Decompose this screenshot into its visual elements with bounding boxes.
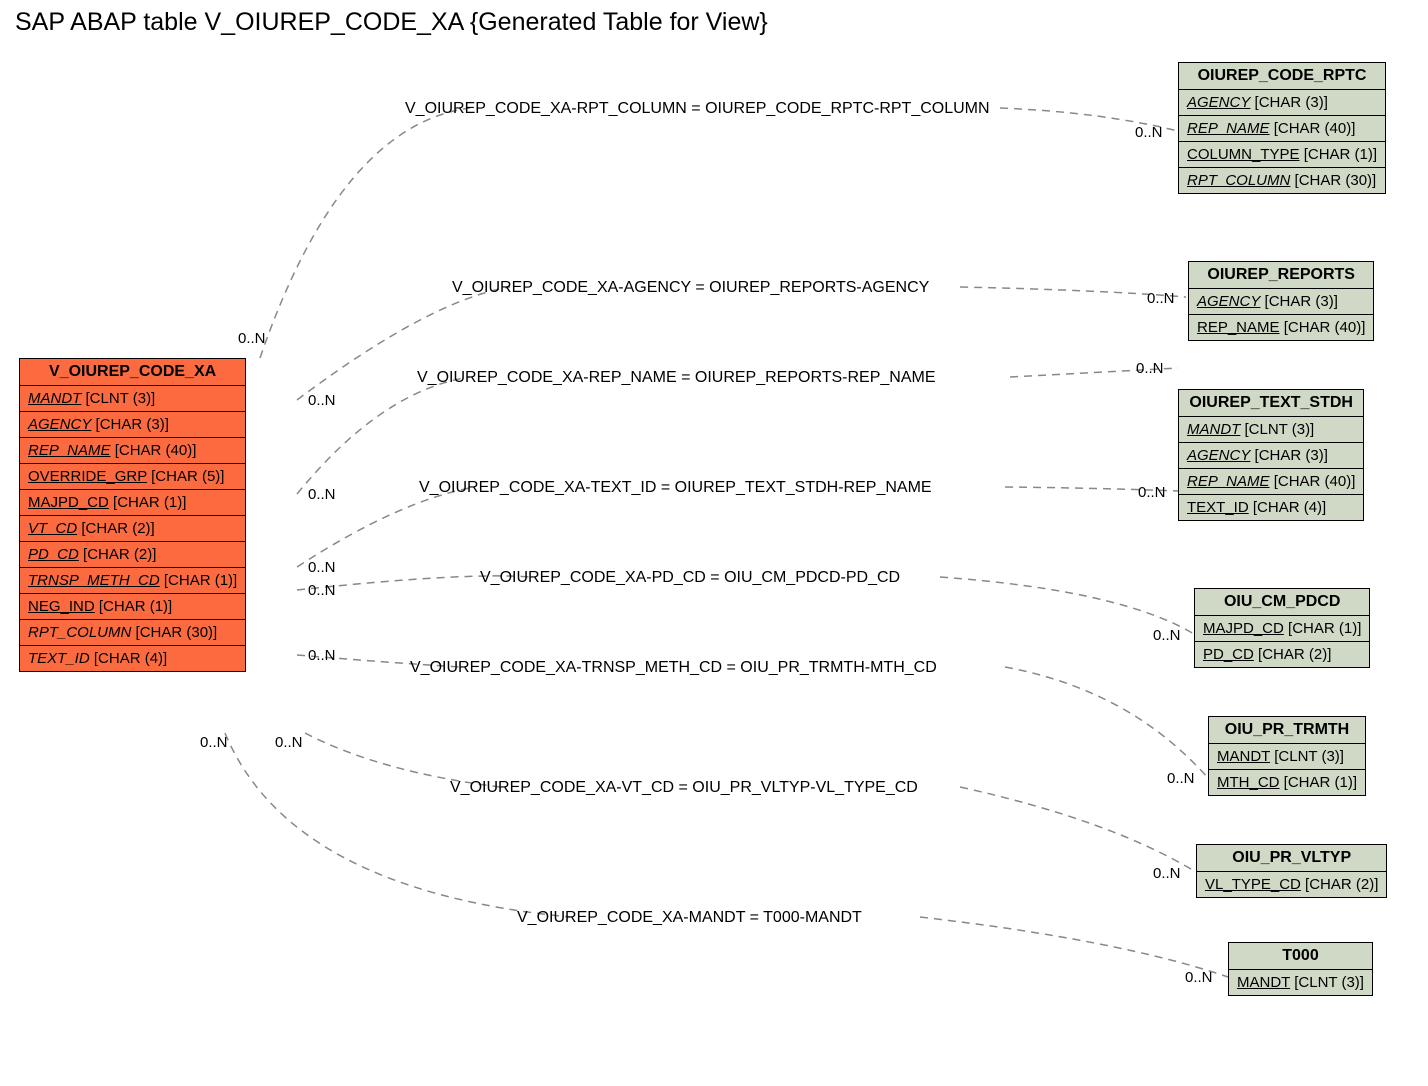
- entity-field-row: REP_NAME [CHAR (40)]: [1189, 315, 1373, 340]
- entity-field-row: AGENCY [CHAR (3)]: [1179, 443, 1363, 469]
- cardinality-label: 0..N: [308, 582, 336, 599]
- entity-field-row: REP_NAME [CHAR (40)]: [1179, 116, 1385, 142]
- entity-name: T000: [1229, 943, 1372, 970]
- related-entity-vltyp: OIU_PR_VLTYPVL_TYPE_CD [CHAR (2)]: [1196, 844, 1387, 898]
- relation-label: V_OIUREP_CODE_XA-TRNSP_METH_CD = OIU_PR_…: [410, 659, 937, 677]
- entity-field-row: RPT_COLUMN [CHAR (30)]: [1179, 168, 1385, 193]
- main-entity-name: V_OIUREP_CODE_XA: [20, 359, 245, 386]
- entity-field-row: AGENCY [CHAR (3)]: [1189, 289, 1373, 315]
- relation-label: V_OIUREP_CODE_XA-REP_NAME = OIUREP_REPOR…: [417, 369, 936, 387]
- entity-field-row: MTH_CD [CHAR (1)]: [1209, 770, 1365, 795]
- entity-name: OIU_PR_VLTYP: [1197, 845, 1386, 872]
- relation-label: V_OIUREP_CODE_XA-AGENCY = OIUREP_REPORTS…: [452, 279, 929, 297]
- related-entity-pdcd: OIU_CM_PDCDMAJPD_CD [CHAR (1)]PD_CD [CHA…: [1194, 588, 1370, 668]
- cardinality-label: 0..N: [275, 734, 303, 751]
- entity-field-row: TRNSP_METH_CD [CHAR (1)]: [20, 568, 245, 594]
- related-entity-rptc: OIUREP_CODE_RPTCAGENCY [CHAR (3)]REP_NAM…: [1178, 62, 1386, 194]
- cardinality-label: 0..N: [238, 330, 266, 347]
- entity-field-row: MANDT [CLNT (3)]: [20, 386, 245, 412]
- related-entity-trmth: OIU_PR_TRMTHMANDT [CLNT (3)]MTH_CD [CHAR…: [1208, 716, 1366, 796]
- entity-field-row: AGENCY [CHAR (3)]: [1179, 90, 1385, 116]
- cardinality-label: 0..N: [1136, 360, 1164, 377]
- related-entity-reports: OIUREP_REPORTSAGENCY [CHAR (3)]REP_NAME …: [1188, 261, 1374, 341]
- relation-label: V_OIUREP_CODE_XA-TEXT_ID = OIUREP_TEXT_S…: [419, 479, 932, 497]
- cardinality-label: 0..N: [1185, 969, 1213, 986]
- relation-label: V_OIUREP_CODE_XA-VT_CD = OIU_PR_VLTYP-VL…: [450, 779, 918, 797]
- relation-label: V_OIUREP_CODE_XA-RPT_COLUMN = OIUREP_COD…: [405, 100, 990, 118]
- entity-field-row: AGENCY [CHAR (3)]: [20, 412, 245, 438]
- entity-name: OIUREP_REPORTS: [1189, 262, 1373, 289]
- entity-field-row: NEG_IND [CHAR (1)]: [20, 594, 245, 620]
- entity-field-row: COLUMN_TYPE [CHAR (1)]: [1179, 142, 1385, 168]
- entity-field-row: TEXT_ID [CHAR (4)]: [1179, 495, 1363, 520]
- entity-field-row: PD_CD [CHAR (2)]: [1195, 642, 1369, 667]
- entity-field-row: MAJPD_CD [CHAR (1)]: [20, 490, 245, 516]
- cardinality-label: 0..N: [1147, 290, 1175, 307]
- related-entity-stdh: OIUREP_TEXT_STDHMANDT [CLNT (3)]AGENCY […: [1178, 389, 1364, 521]
- cardinality-label: 0..N: [308, 486, 336, 503]
- entity-field-row: MAJPD_CD [CHAR (1)]: [1195, 616, 1369, 642]
- entity-field-row: REP_NAME [CHAR (40)]: [1179, 469, 1363, 495]
- cardinality-label: 0..N: [200, 734, 228, 751]
- cardinality-label: 0..N: [308, 392, 336, 409]
- cardinality-label: 0..N: [1138, 484, 1166, 501]
- relation-label: V_OIUREP_CODE_XA-MANDT = T000-MANDT: [517, 909, 862, 927]
- entity-field-row: REP_NAME [CHAR (40)]: [20, 438, 245, 464]
- entity-name: OIUREP_TEXT_STDH: [1179, 390, 1363, 417]
- entity-field-row: MANDT [CLNT (3)]: [1179, 417, 1363, 443]
- main-entity-table: V_OIUREP_CODE_XA MANDT [CLNT (3)]AGENCY …: [19, 358, 246, 672]
- cardinality-label: 0..N: [1153, 627, 1181, 644]
- cardinality-label: 0..N: [1153, 865, 1181, 882]
- entity-name: OIU_CM_PDCD: [1195, 589, 1369, 616]
- relation-label: V_OIUREP_CODE_XA-PD_CD = OIU_CM_PDCD-PD_…: [480, 569, 900, 587]
- entity-field-row: MANDT [CLNT (3)]: [1209, 744, 1365, 770]
- cardinality-label: 0..N: [1167, 770, 1195, 787]
- page-title: SAP ABAP table V_OIUREP_CODE_XA {Generat…: [15, 8, 768, 37]
- entity-name: OIU_PR_TRMTH: [1209, 717, 1365, 744]
- entity-field-row: VT_CD [CHAR (2)]: [20, 516, 245, 542]
- entity-field-row: RPT_COLUMN [CHAR (30)]: [20, 620, 245, 646]
- cardinality-label: 0..N: [308, 647, 336, 664]
- entity-name: OIUREP_CODE_RPTC: [1179, 63, 1385, 90]
- entity-field-row: PD_CD [CHAR (2)]: [20, 542, 245, 568]
- entity-field-row: TEXT_ID [CHAR (4)]: [20, 646, 245, 671]
- related-entity-t000: T000MANDT [CLNT (3)]: [1228, 942, 1373, 996]
- entity-field-row: MANDT [CLNT (3)]: [1229, 970, 1372, 995]
- cardinality-label: 0..N: [308, 559, 336, 576]
- cardinality-label: 0..N: [1135, 124, 1163, 141]
- entity-field-row: VL_TYPE_CD [CHAR (2)]: [1197, 872, 1386, 897]
- entity-field-row: OVERRIDE_GRP [CHAR (5)]: [20, 464, 245, 490]
